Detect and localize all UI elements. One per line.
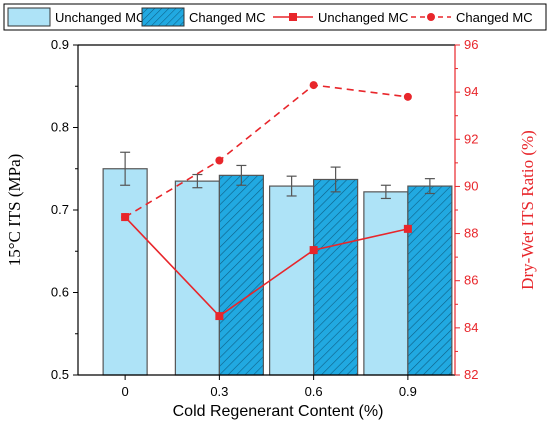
legend-swatch-bar-changed [141,7,185,27]
legend-marker-line-changed [427,13,435,21]
bar-changed-1 [218,174,264,376]
y-tick-label: 0.7 [51,202,69,217]
legend-label-line-changed: Changed MC [456,10,533,25]
bar-unchanged-2 [269,185,315,376]
legend-marker-line-unchanged [289,13,297,21]
y2-tick-label: 86 [464,273,478,288]
bar-changed-3 [407,185,453,376]
error-bar-changed-1 [236,164,247,186]
legend-label-bar-changed: Changed MC [189,10,266,25]
x-tick-label: 0 [122,384,129,399]
error-bar-unchanged-1 [192,173,203,189]
error-bar-changed-3 [424,178,435,195]
lines-layer [121,81,412,321]
y2-axis-title: Dry-Wet ITS Ratio (%) [518,130,537,290]
error-bar-unchanged-0 [120,151,131,186]
bar-changed-2 [313,178,359,376]
bar-unchanged-0 [102,168,148,376]
bar-unchanged-1 [174,180,220,376]
y2-tick-label: 90 [464,178,478,193]
line-unchanged [124,216,409,318]
y2-tick-label: 88 [464,226,478,241]
x-axis-title: Cold Regenerant Content (%) [173,403,384,420]
x-tick-label: 0.6 [305,384,323,399]
y-tick-label: 0.5 [51,367,69,382]
legend-label-bar-unchanged: Unchanged MC [55,10,145,25]
x-tick-label: 0.3 [210,384,228,399]
legend-label-line-unchanged: Unchanged MC [318,10,408,25]
error-bar-unchanged-3 [380,184,391,200]
bar-unchanged-3 [363,191,409,376]
point-changed-0 [121,213,130,222]
y2-tick-label: 96 [464,37,478,52]
point-unchanged-3 [403,224,412,233]
point-unchanged-2 [309,246,318,255]
y-tick-label: 0.9 [51,37,69,52]
y2-tick-label: 94 [464,84,478,99]
axes-layer: 0.5 0.6 0.7 0.8 0.9 82 84 86 88 90 92 94 96 0 0.3 0.6 0.… [51,37,479,399]
error-bar-changed-2 [330,166,341,193]
point-changed-3 [403,92,412,101]
y2-tick-label: 84 [464,320,478,335]
point-unchanged-1 [215,312,224,321]
y-tick-label: 0.8 [51,120,69,135]
legend-swatch-bar-unchanged [7,7,51,27]
error-bar-unchanged-2 [286,175,297,197]
legend: Unchanged MC Changed MC Unchanged MC Cha… [3,3,547,31]
y-tick-label: 0.6 [51,285,69,300]
y2-tick-label: 82 [464,367,478,382]
x-tick-label: 0.9 [399,384,417,399]
point-changed-1 [215,156,224,165]
point-changed-2 [309,81,318,90]
line-changed [124,84,408,218]
y2-tick-label: 92 [464,131,478,146]
bars-layer [102,151,453,376]
y-axis-title: 15°C ITS (MPa) [5,154,24,267]
